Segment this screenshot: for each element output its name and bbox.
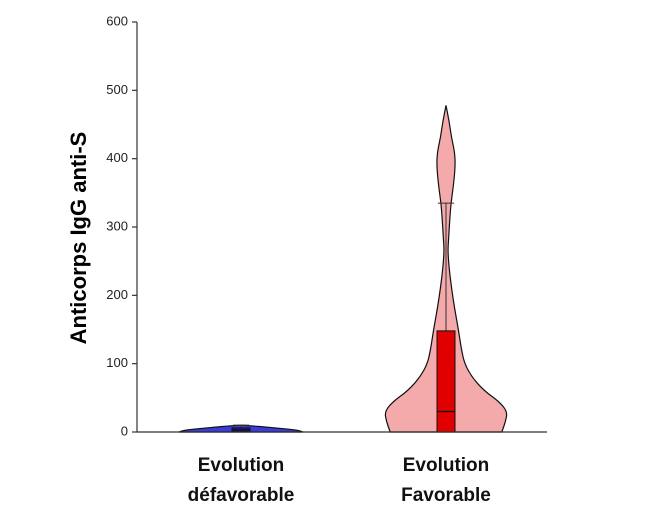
y-tick-label: 0 <box>121 423 128 438</box>
y-ticks: 0 100 200 300 400 500 600 <box>106 13 137 438</box>
y-tick-label: 500 <box>106 82 128 97</box>
y-axis-label: Anticorps IgG anti-S <box>66 132 91 345</box>
y-tick-label: 400 <box>106 150 128 165</box>
axes <box>136 22 547 433</box>
category-label: Evolution <box>403 455 490 476</box>
violins <box>178 105 508 433</box>
category-label: Favorable <box>401 485 491 506</box>
category-label: Evolution <box>198 455 285 476</box>
y-tick-label: 300 <box>106 218 128 233</box>
box <box>436 330 456 433</box>
category-label: défavorable <box>188 485 295 506</box>
y-tick-label: 100 <box>106 355 128 370</box>
y-tick-label: 200 <box>106 287 128 302</box>
y-tick-label: 600 <box>106 13 128 28</box>
x-labels: Evolution défavorable Evolution Favorable <box>188 455 491 506</box>
